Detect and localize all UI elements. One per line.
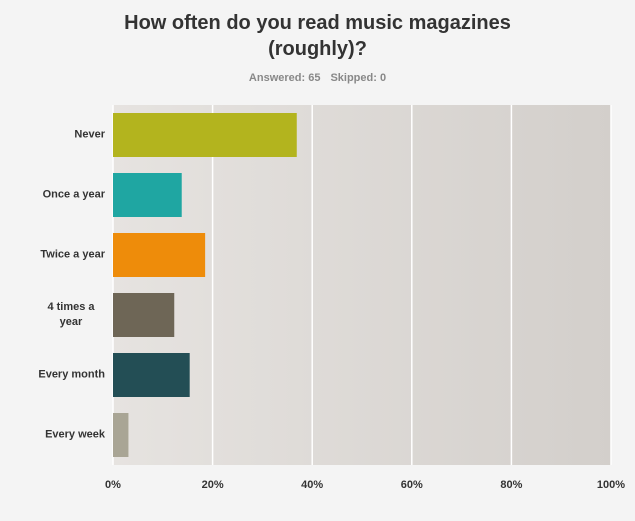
- plot-area: [113, 105, 611, 465]
- bar: [113, 293, 175, 337]
- answered: Answered: 65: [248, 72, 321, 84]
- y-tick-label: Every week: [45, 428, 105, 441]
- category-label-box: Never: [0, 128, 105, 143]
- x-tick-label: 0%: [105, 479, 121, 491]
- y-tick-label: Never: [74, 128, 105, 141]
- x-tick-label: 80%: [500, 479, 522, 491]
- y-tick-label: Once a year: [42, 188, 105, 201]
- x-tick-label: 100%: [597, 479, 625, 491]
- chart-title: How often do you read music magazines (r…: [124, 12, 511, 60]
- bar: [113, 113, 297, 157]
- bar: [113, 233, 206, 277]
- x-tick-label: 20%: [202, 479, 224, 491]
- category-label-box: Every week: [0, 428, 105, 443]
- y-tick-label: 4 times a year: [47, 301, 95, 328]
- category-label-box: Twice a year: [0, 248, 105, 263]
- x-tick-label: 60%: [401, 479, 423, 491]
- bar: [113, 413, 129, 457]
- skipped: Skipped: 0: [330, 72, 387, 84]
- subtitle: Answered: 65 Skipped: 0: [0, 72, 635, 84]
- y-tick-label: Twice a year: [40, 248, 105, 261]
- category-label-box: Every month: [0, 368, 105, 383]
- x-tick-label: 40%: [301, 479, 323, 491]
- bar: [113, 173, 182, 217]
- y-tick-label: Every month: [38, 368, 105, 381]
- bar: [113, 353, 190, 397]
- category-label-box: 4 times a year: [0, 300, 105, 330]
- category-label-box: Once a year: [0, 188, 105, 203]
